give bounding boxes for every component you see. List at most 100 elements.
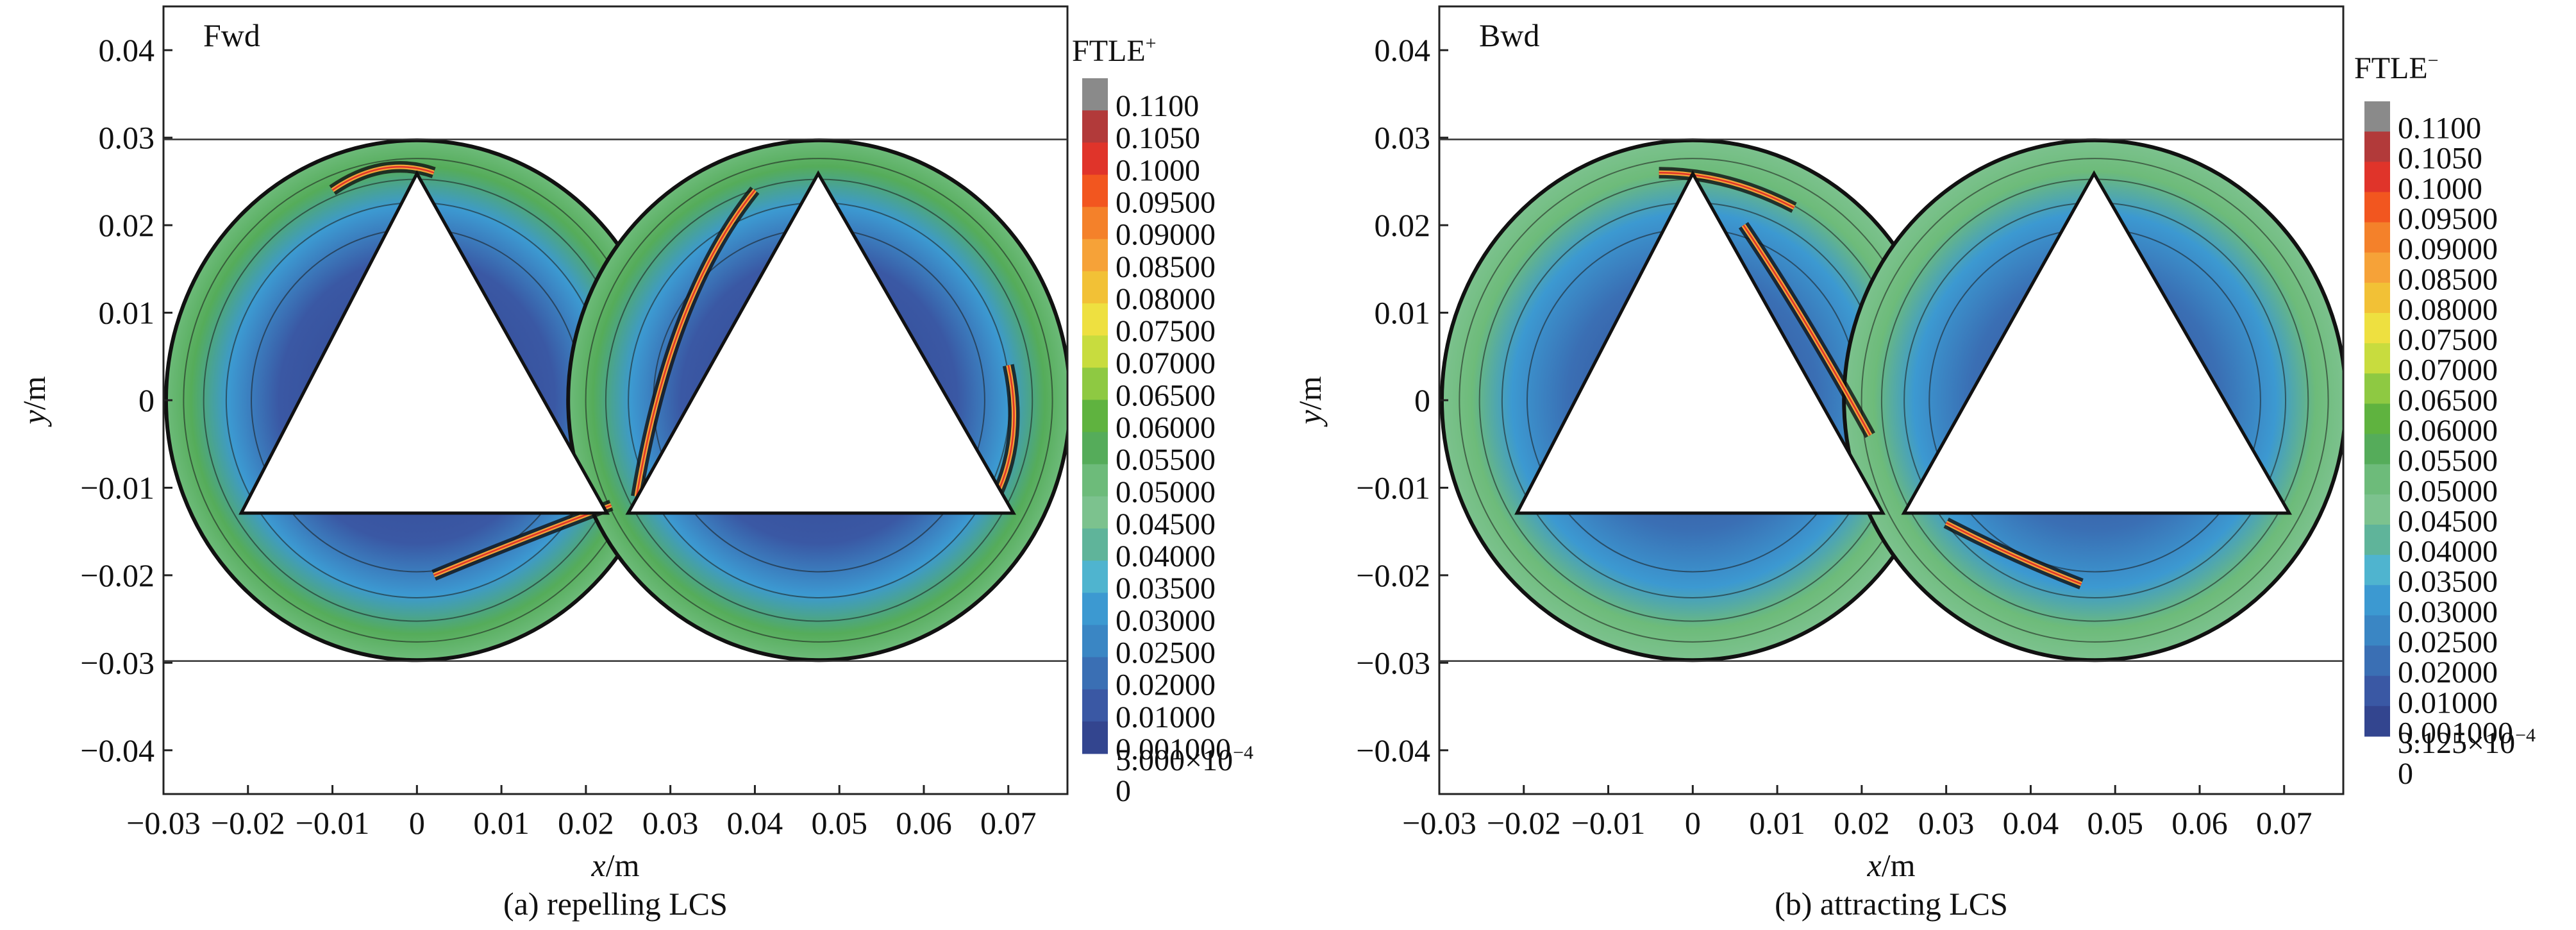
colorbar-level-label: 0.1100 [2398,112,2481,146]
colorbar-level-label: 0.1100 [1116,89,1199,123]
colorbar-level-label: 0.08500 [2398,262,2498,296]
y-tick-label: −0.01 [1356,469,1430,505]
colorbar-labels: 0.11000.10500.10000.095000.090000.085000… [2398,112,2513,750]
colorbar-level-label: 0.08000 [1116,282,1216,316]
channel-walls [1439,139,2343,662]
y-tick-label: 0.01 [1375,295,1431,331]
y-tick-label: 0 [138,382,155,418]
colorbar-swatch [1082,625,1108,658]
colorbar-swatch [1082,400,1108,433]
y-tick-label: 0.04 [1375,32,1431,68]
contour-line [1861,158,2329,643]
colorbar-level-label: 0.09500 [2398,202,2498,236]
colorbar-swatch [1082,593,1108,625]
colorbar-swatch [1082,528,1108,561]
lcs-ridge-peak [331,165,435,191]
colorbar-swatch [1082,657,1108,690]
colorbar-swatch [1082,271,1108,304]
colorbar-level-label: 0.02500 [1116,636,1216,670]
colorbar-level-label: 0.06500 [1116,378,1216,412]
x-axis-ticks: −0.03 −0.02 −0.01 0 0.01 0.02 0.03 0.04 0.05 0.06… [1402,785,2313,841]
colorbar-level-label: 0.06500 [2398,384,2498,418]
colorbar-swatch [2364,706,2390,737]
ftle-field [1439,138,2343,663]
colorbar-level-label: 0.03000 [1116,604,1216,638]
colorbar-swatch [2364,403,2390,435]
colorbar-label-min: 3.125×10−4 [2398,725,2536,760]
colorbar-title: FTLE− [2354,50,2439,85]
triangle-obstacle-2 [625,170,1016,515]
x-axis-label: x/m [1867,847,1916,883]
run-label: Bwd [1479,17,1539,53]
colorbar-level-label: 0.08500 [1116,250,1216,284]
colorbar-level-label: 0.01000 [2398,686,2498,720]
y-tick-label: 0.02 [1375,207,1431,243]
x-tick-label: 0.03 [1918,805,1975,841]
y-tick-label: 0.04 [99,32,155,68]
colorbar-legend: FTLE− 0.11000.10500.10000.095000.090000.… [2354,50,2536,791]
colorbar-level-label: 0.001000 [2398,716,2513,750]
colorbar-level-label: 0.09000 [2398,232,2498,266]
x-tick-label: 0.03 [642,805,699,841]
x-axis-ticks: −0.03 −0.02 −0.01 0 0.01 0.02 0.03 0.04 0.05 0.06… [126,785,1037,841]
colorbar-swatch [2364,464,2390,495]
colorbar-swatch [1082,561,1108,593]
panel-bwd: −0.03 −0.02 −0.01 0 0.01 0.02 0.03 0.04 0.05 0.06… [1292,5,2536,922]
colorbar-swatch [2364,101,2390,132]
colorbar-level-label: 0.03000 [2398,595,2498,629]
y-tick-label: 0 [1414,382,1430,418]
colorbar-swatch [2364,525,2390,555]
colorbar-level-label: 0.001000 [1116,732,1231,766]
y-tick-label: −0.03 [80,645,155,681]
colorbar-level-label: 0.09500 [1116,186,1216,220]
colorbar-level-label: 0.1050 [2398,142,2482,176]
run-label: Fwd [203,17,260,53]
colorbar-labels: 0.11000.10500.10000.095000.090000.085000… [1116,89,1231,766]
colorbar-swatch [2364,373,2390,404]
y-tick-label: −0.01 [80,469,155,505]
colorbar-level-label: 0.04000 [2398,535,2498,569]
colorbar-swatch [2364,252,2390,283]
x-tick-label: −0.02 [211,805,285,841]
colorbar-swatch [1082,207,1108,240]
x-tick-label: 0.05 [811,805,867,841]
y-tick-label: 0.01 [99,295,155,331]
colorbar-swatch [2364,645,2390,677]
colorbar-label-zero: 0 [1116,774,1131,808]
colorbar-level-label: 0.07000 [1116,346,1216,380]
x-tick-label: 0.04 [727,805,783,841]
y-tick-label: −0.04 [1356,732,1430,768]
lcs-ridge-peak [1659,171,1795,208]
colorbar-level-label: 0.05000 [1116,475,1216,509]
x-tick-label: 0.04 [2003,805,2059,841]
colorbar-swatch [1082,368,1108,400]
y-tick-label: −0.02 [80,557,155,593]
triangle-obstacle-2 [1901,170,2292,515]
colorbar-swatch [2364,282,2390,314]
y-axis-ticks: 0.04 0.03 0.02 0.01 0 −0.01 −0.02 −0.03 −0.04 [80,32,172,768]
colorbar-swatch [2364,555,2390,586]
colorbar-level-label: 0.02000 [2398,655,2498,689]
x-tick-label: 0.07 [980,805,1037,841]
colorbar-level-label: 0.04500 [2398,504,2498,538]
colorbar-swatch [1082,721,1108,754]
colorbar-swatch [2364,131,2390,162]
colorbar-level-label: 0.1050 [1116,121,1200,155]
triangle-obstacle-1 [238,170,610,515]
colorbar-level-label: 0.05500 [2398,444,2498,478]
colorbar-swatch [1082,174,1108,208]
y-tick-label: −0.04 [80,732,155,768]
colorbar-swatch [1082,464,1108,497]
colorbar-swatch [2364,313,2390,344]
colorbar-label-zero: 0 [2398,757,2413,791]
colorbar-swatch [2364,585,2390,616]
x-tick-label: 0.01 [1749,805,1805,841]
colorbar-level-label: 0.04500 [1116,507,1216,541]
colorbar-swatch [2364,434,2390,465]
colorbar-level-label: 0.01000 [1116,700,1216,734]
colorbar-level-label: 0.06000 [2398,414,2498,448]
x-tick-label: 0.07 [2256,805,2313,841]
y-tick-label: 0.02 [99,207,155,243]
colorbar-swatch [1082,78,1108,111]
